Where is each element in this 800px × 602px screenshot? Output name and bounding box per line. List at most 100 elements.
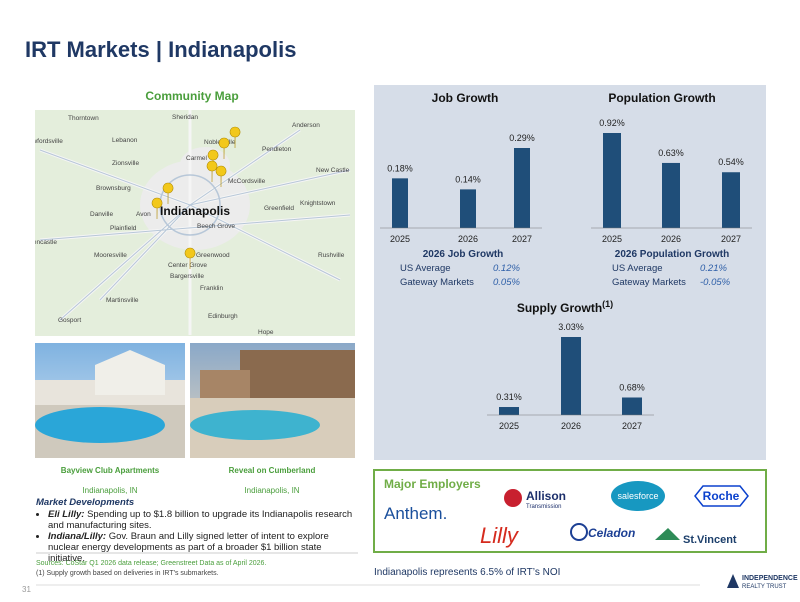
employer-logo: Allison [526,489,566,503]
bar-value-label: 0.18% [387,163,413,173]
stats-title: 2026 Population Growth [615,249,729,260]
map-place: Edinburgh [208,313,238,320]
bar-value-label: 0.92% [599,118,625,128]
map-title: Community Map [145,89,238,103]
md-lead: Eli Lilly: [48,509,85,520]
map-place: Carmel [186,155,208,162]
map-place: Danville [90,211,114,218]
employer-logo: Transmission [526,504,561,510]
bar [499,407,519,415]
property-name: Reveal on Cumberland [229,466,316,475]
map-place: Indianapolis [160,204,230,218]
bar [622,397,642,415]
chart-title: Supply Growth(1) [517,299,613,315]
property-location: Indianapolis, IN [244,486,299,495]
map-place: Center Grove [168,262,207,269]
map-place: Martinsville [106,297,139,304]
property-name: Bayview Club Apartments [61,466,160,475]
md-lead: Indiana/Lilly: [48,531,107,542]
bar [603,133,621,228]
map-place: Plainfield [110,225,137,232]
x-tick-label: 2026 [561,421,581,431]
chart-title: Population Growth [608,91,715,105]
map-place: Hope [258,329,274,336]
map-place: Greencastle [22,239,57,246]
footnote: (1) Supply growth based on deliveries in… [36,570,219,577]
map-place: Sheridan [172,114,198,121]
map-place: New Castle [316,167,350,174]
bar-value-label: 0.29% [509,133,535,143]
property-photo [35,343,185,458]
bar-value-label: 3.03% [558,322,584,332]
bar [662,162,680,228]
map-place: Greenwood [196,252,230,259]
bar [392,178,408,228]
bar [460,189,476,228]
map-place: Crawfordsville [22,138,63,145]
map-place: Franklin [200,285,224,292]
map-place: Mooresville [94,252,127,259]
md-item: Indiana/Lilly: Gov. Braun and Lilly sign… [48,531,358,564]
employers-box [373,469,767,553]
employers-title: Major Employers [384,477,481,491]
map-place: Bargersville [170,273,204,280]
stats-value: 0.12% [493,263,520,274]
slide-title: IRT Markets | Indianapolis [25,37,296,62]
bar [561,337,581,415]
stats-value: 0.05% [493,277,520,288]
bar-value-label: 0.31% [496,392,522,402]
property-photo [190,343,355,458]
market-developments: Market Developments Eli Lilly: Spending … [36,497,358,564]
x-tick-label: 2026 [661,234,681,244]
stats-label: Gateway Markets [612,277,686,288]
employer-logo: Anthem. [384,504,447,523]
employer-logo: Roche [703,489,740,503]
map-place: Lebanon [112,137,138,144]
bar-value-label: 0.63% [658,148,684,158]
map-place: Gosport [58,317,81,324]
map-place: Greenfield [264,205,294,212]
employer-logo: Celadon [588,526,635,540]
page-number: 31 [22,585,31,594]
md-list: Eli Lilly: Spending up to $1.8 billion t… [36,509,358,564]
map-place: Zionsville [112,160,139,167]
map-place: Knightstown [300,200,336,207]
md-heading: Market Developments [36,497,135,508]
bar-value-label: 0.54% [718,157,744,167]
sources: Sources: CoStar Q1 2026 data release; Gr… [36,560,266,567]
x-tick-label: 2027 [512,234,532,244]
x-tick-label: 2026 [458,234,478,244]
employer-logo: St.Vincent [683,534,737,546]
logo-text: REALTY TRUST [742,584,787,590]
x-tick-label: 2025 [390,234,410,244]
stats-label: US Average [612,263,663,274]
stats-title: 2026 Job Growth [423,249,504,260]
md-item: Eli Lilly: Spending up to $1.8 billion t… [48,509,358,531]
map-place: Avon [136,211,151,218]
md-text: Gov. Braun and Lilly signed letter of in… [48,531,329,564]
x-tick-label: 2027 [622,421,642,431]
map-place: Anderson [292,122,320,129]
bar [722,172,740,228]
bar-value-label: 0.68% [619,382,645,392]
map-place: Rushville [318,252,345,259]
bar-value-label: 0.14% [455,174,481,184]
property-location: Indianapolis, IN [82,486,137,495]
stats-value: -0.05% [700,277,731,288]
x-tick-label: 2027 [721,234,741,244]
x-tick-label: 2025 [602,234,622,244]
chart-title-note: (1) [602,299,613,309]
stats-label: US Average [400,263,451,274]
stats-value: 0.21% [700,263,727,274]
map-place: Beech Grove [197,223,235,230]
bar [514,148,530,228]
map-place: McCordsville [228,178,266,185]
chart-title: Job Growth [432,91,499,105]
map: Thorntown Sheridan Crawfordsville Lebanon An… [22,110,355,336]
map-place: Thorntown [68,115,99,122]
map-place: Pendleton [262,146,292,153]
noi-note: Indianapolis represents 6.5% of IRT’s NO… [374,567,560,578]
md-text: Spending up to $1.8 billion to upgrade i… [48,509,353,531]
